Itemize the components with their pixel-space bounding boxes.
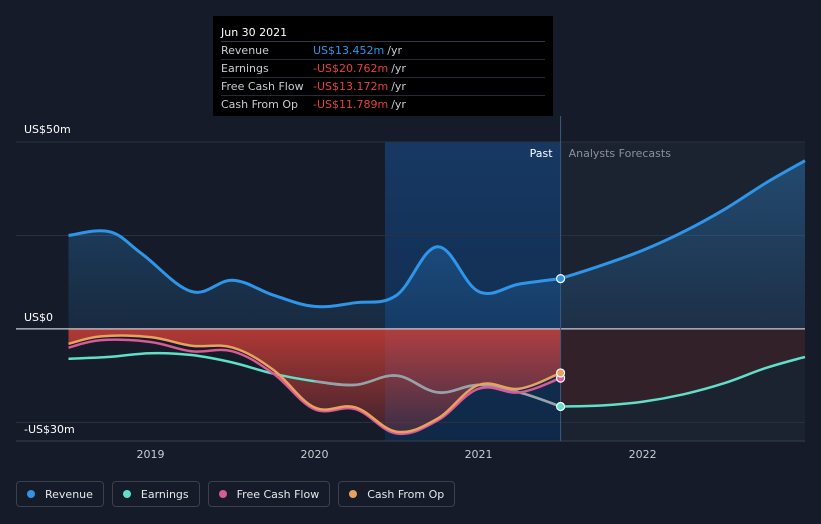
chart-canvas: US$50m US$0 -US$30m Past Analysts Forecasts 2… [16, 116, 806, 461]
earnings-forecast-line [560, 355, 806, 408]
legend-label: Cash From Op [367, 487, 445, 501]
free-cash-flow-dot-icon [218, 490, 227, 498]
x-tick-label: 2021 [465, 448, 493, 461]
y-axis-zero-label: US$0 [24, 311, 53, 324]
cash-from-op-line [68, 334, 562, 434]
legend-label: Revenue [45, 487, 93, 501]
revenue-forecast-line [560, 159, 806, 281]
negative-area-forecast [560, 328, 805, 407]
tooltip-label: Revenue [221, 44, 269, 57]
tooltip-unit: /yr [387, 44, 402, 57]
forecast-label: Analysts Forecasts [569, 147, 672, 160]
revenue-dot-icon [27, 490, 35, 498]
past-label: Past [530, 147, 554, 160]
legend-item-free-cash-flow[interactable]: Free Cash Flow [207, 481, 331, 507]
legend-item-earnings[interactable]: Earnings [111, 481, 200, 507]
tooltip-row-free-cash-flow: Free Cash Flow -US$13.172m /yr [221, 78, 545, 96]
tooltip-row-earnings: Earnings -US$20.762m /yr [221, 60, 545, 78]
cash-from-op-dot-icon [349, 490, 358, 498]
legend-label: Earnings [140, 487, 189, 501]
tooltip: Jun 30 2021 Revenue US$13.452m /yr Earni… [213, 16, 553, 116]
free-cash-flow-line [68, 338, 562, 436]
legend: Revenue Earnings Free Cash Flow Cash Fro… [16, 481, 456, 507]
tooltip-row-revenue: Revenue US$13.452m /yr [221, 42, 545, 60]
revenue-line [68, 229, 561, 309]
legend-item-revenue[interactable]: Revenue [16, 481, 104, 507]
x-tick-label: 2019 [137, 448, 165, 461]
tooltip-value: US$13.452m [313, 44, 385, 57]
legend-label: Free Cash Flow [236, 487, 320, 501]
x-tick-label: 2022 [629, 448, 657, 461]
tooltip-label: Free Cash Flow [221, 80, 304, 93]
tooltip-unit: /yr [391, 98, 406, 111]
y-axis-top-label: US$50m [24, 123, 71, 136]
tooltip-value: -US$11.789m [313, 98, 389, 111]
cash-from-op-marker [555, 368, 566, 378]
y-axis-bottom-label: -US$30m [24, 423, 75, 436]
tooltip-label: Earnings [221, 62, 269, 75]
legend-item-cash-from-op[interactable]: Cash From Op [338, 481, 456, 507]
x-tick-label: 2020 [301, 448, 329, 461]
tooltip-value: -US$13.172m [313, 80, 389, 93]
tooltip-value: -US$20.762m [313, 62, 389, 75]
tooltip-label: Cash From Op [221, 98, 299, 111]
tooltip-date: Jun 30 2021 [221, 24, 545, 42]
earnings-dot-icon [122, 490, 131, 498]
tooltip-unit: /yr [391, 80, 406, 93]
tooltip-unit: /yr [391, 62, 406, 75]
revenue-marker [555, 273, 566, 284]
tooltip-row-cash-from-op: Cash From Op -US$11.789m /yr [221, 96, 545, 113]
earnings-marker [555, 401, 566, 412]
